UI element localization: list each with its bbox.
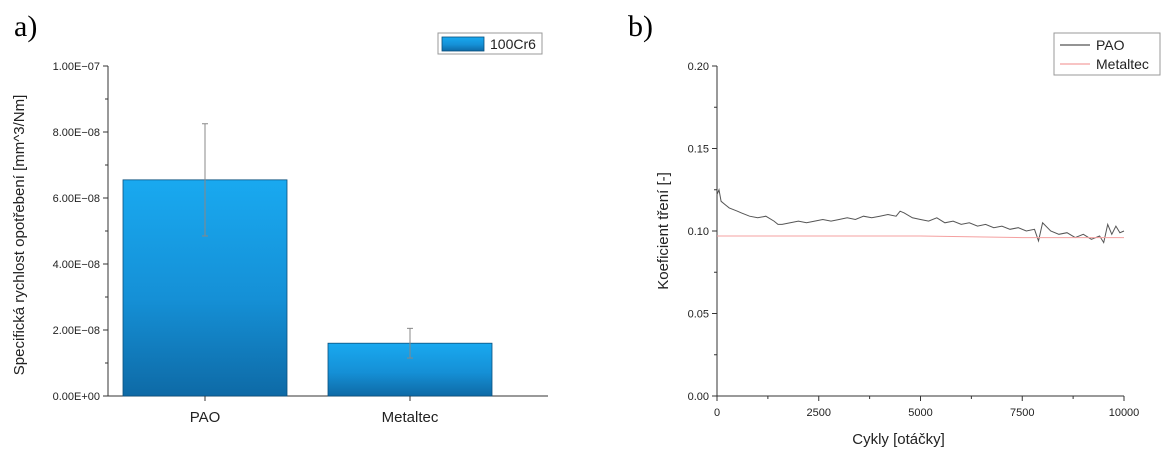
y-tick-label: 2.00E−08 — [53, 325, 100, 337]
bar-chart-y-axis-title: Specifická rychlost opotřebení [mm^3/Nm] — [11, 95, 28, 375]
category-label-metaltec: Metaltec — [382, 409, 439, 426]
x-tick-label: 0 — [714, 407, 720, 419]
series-line-pao — [716, 188, 1125, 244]
category-label-pao: PAO — [190, 409, 221, 426]
legend-box — [1053, 32, 1161, 76]
y-tick-label: 4.00E−08 — [53, 259, 100, 271]
line-chart-x-axis-title: Cykly [otáčky] — [852, 431, 945, 448]
y-tick-label: 0.20 — [688, 61, 709, 73]
y-tick-label: 0.05 — [688, 309, 709, 321]
panel-label-b: b) — [628, 10, 653, 43]
y-tick-label: 8.00E−08 — [53, 127, 100, 139]
y-tick-label: 0.15 — [688, 144, 709, 156]
line-chart-axes — [716, 66, 1124, 397]
line-chart-y-axis-title: Koeficient tření [-] — [655, 172, 672, 290]
bar-chart-categories: PAO Metaltec — [190, 396, 439, 426]
line-chart-legend: PAO Metaltec — [1053, 32, 1161, 76]
bar-chart-legend: 100Cr6 — [437, 32, 543, 55]
legend-label-pao: PAO — [1096, 37, 1125, 53]
y-tick-label: 1.00E−07 — [53, 61, 100, 73]
bar-chart-panel: a) 0.00E+00 2.00E−08 4.00E−08 6.00E−08 8.00E… — [11, 10, 548, 426]
x-tick-label: 10000 — [1109, 407, 1140, 419]
series-line-metaltec — [717, 235, 1124, 239]
line-chart-y-ticks: 0.00 0.05 0.10 0.15 0.20 — [688, 61, 717, 403]
y-tick-label: 0.00E+00 — [53, 391, 100, 403]
x-tick-label: 2500 — [807, 407, 831, 419]
y-tick-label: 0.00 — [688, 391, 709, 403]
legend-label-100cr6: 100Cr6 — [490, 36, 536, 52]
x-tick-label: 5000 — [908, 407, 932, 419]
y-tick-label: 6.00E−08 — [53, 193, 100, 205]
bar-chart-bars — [122, 123, 493, 397]
x-tick-label: 7500 — [1010, 407, 1034, 419]
line-chart-panel: b) 0.00 0.05 0.10 0.15 0.20 0 2500 5000 7500 100… — [628, 10, 1161, 448]
line-chart-x-ticks: 0 2500 5000 7500 10000 — [714, 396, 1139, 419]
bar-chart-y-ticks: 0.00E+00 2.00E−08 4.00E−08 6.00E−08 8.00E−08… — [53, 61, 108, 403]
panel-label-a: a) — [14, 10, 37, 43]
line-chart-lines — [716, 188, 1125, 244]
legend-swatch-100cr6 — [441, 36, 485, 52]
y-tick-label: 0.10 — [688, 226, 709, 238]
legend-label-metaltec: Metaltec — [1096, 56, 1149, 72]
